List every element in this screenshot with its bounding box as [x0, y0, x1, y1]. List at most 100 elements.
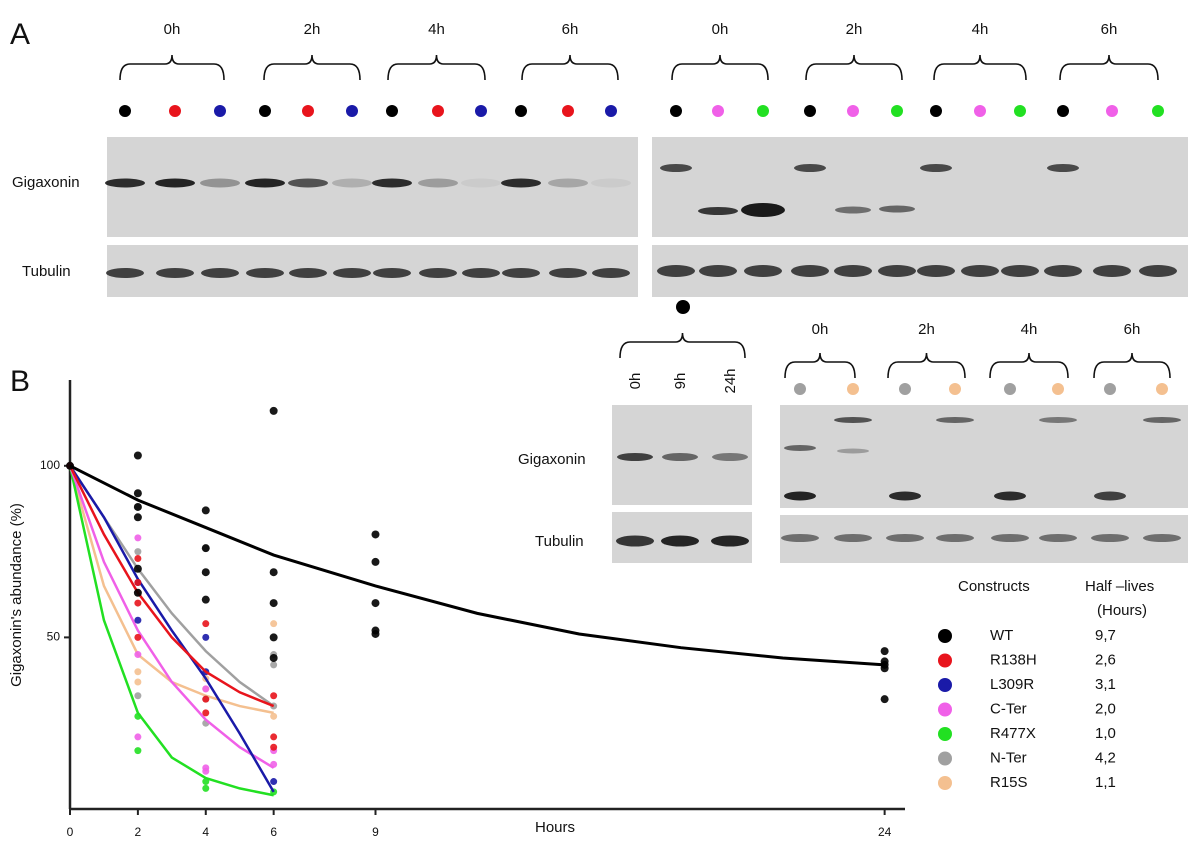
band: [288, 178, 328, 188]
x-axis-label: Hours: [535, 819, 575, 836]
fit-curve: [68, 465, 274, 715]
lane-dot: [1104, 383, 1116, 395]
time-label: 2h: [304, 21, 321, 38]
lane-dot: [1152, 105, 1164, 117]
data-point: [133, 513, 142, 522]
data-point: [201, 595, 210, 604]
band: [991, 534, 1029, 542]
lane-dot: [891, 105, 903, 117]
band: [1039, 534, 1077, 542]
band: [201, 268, 239, 278]
data-point: [270, 661, 278, 669]
band: [657, 265, 695, 277]
band: [333, 268, 371, 278]
lane-dot: [1057, 105, 1069, 117]
lane-dot: [475, 105, 487, 117]
time-label: 0h: [164, 21, 181, 38]
data-point: [134, 534, 142, 542]
data-point: [371, 530, 380, 539]
band: [616, 535, 654, 547]
time-label: 2h: [918, 321, 935, 338]
band: [501, 178, 541, 188]
band: [711, 535, 749, 547]
half-life: 2,6: [1095, 651, 1116, 668]
y-axis-label: Gigaxonin's abundance (%): [8, 503, 25, 687]
band: [878, 265, 916, 277]
data-point: [371, 599, 380, 608]
band: [781, 534, 819, 542]
time-label: 4h: [428, 21, 445, 38]
half-life: 9,7: [1095, 627, 1116, 644]
lane-dot: [1156, 383, 1168, 395]
data-point: [134, 692, 142, 700]
data-point: [133, 489, 142, 498]
band: [549, 268, 587, 278]
data-point: [133, 564, 142, 573]
data-point: [133, 502, 142, 511]
lane-dot: [1004, 383, 1016, 395]
band: [712, 453, 748, 461]
lane-dot: [259, 105, 271, 117]
data-point: [270, 692, 278, 700]
bracket: [119, 54, 225, 81]
data-point: [134, 668, 142, 676]
bracket: [671, 54, 769, 81]
lane-dot: [712, 105, 724, 117]
band: [1044, 265, 1082, 277]
lane-label: 0h: [627, 373, 644, 390]
band: [794, 164, 826, 172]
bracket: [933, 54, 1027, 81]
data-point: [134, 733, 142, 741]
band: [461, 178, 501, 188]
bracket: [989, 352, 1069, 379]
legend-marker: [938, 629, 952, 643]
data-point: [134, 554, 142, 562]
data-point: [270, 620, 278, 628]
data-point: [202, 784, 210, 792]
band: [834, 417, 872, 423]
data-point: [201, 506, 210, 515]
data-point: [371, 629, 380, 638]
bracket: [1059, 54, 1159, 81]
band: [698, 207, 738, 215]
data-point: [202, 778, 210, 786]
band: [886, 534, 924, 542]
band: [1001, 265, 1039, 277]
data-point: [134, 678, 142, 686]
band: [1143, 417, 1181, 423]
lane-dot: [676, 300, 690, 314]
band: [419, 268, 457, 278]
x-tick-label: 0: [67, 825, 74, 839]
lane-dot: [757, 105, 769, 117]
band: [917, 265, 955, 277]
data-point: [269, 568, 278, 577]
band: [834, 265, 872, 277]
band: [936, 417, 974, 423]
data-point: [134, 599, 142, 607]
band: [289, 268, 327, 278]
data-point: [202, 685, 210, 693]
data-point: [270, 712, 278, 720]
legend-label: WT: [990, 627, 1013, 644]
band: [1143, 534, 1181, 542]
band: [660, 164, 692, 172]
lane-label: 9h: [672, 373, 689, 390]
band: [1091, 534, 1129, 542]
lane-dot: [386, 105, 398, 117]
lane-dot: [930, 105, 942, 117]
blot-label: Gigaxonin: [518, 451, 586, 468]
x-tick-label: 6: [270, 825, 277, 839]
bracket: [805, 54, 903, 81]
band: [462, 268, 500, 278]
legend-label: L309R: [990, 676, 1034, 693]
half-life: 2,0: [1095, 700, 1116, 717]
data-point: [371, 557, 380, 566]
data-point: [133, 451, 142, 460]
fit-curve: [68, 465, 274, 797]
panel-label: B: [10, 365, 30, 398]
x-tick-label: 24: [878, 825, 892, 839]
time-label: 2h: [846, 21, 863, 38]
legend-title: Half –lives: [1085, 578, 1154, 595]
band: [889, 491, 921, 501]
lane-dot: [949, 383, 961, 395]
